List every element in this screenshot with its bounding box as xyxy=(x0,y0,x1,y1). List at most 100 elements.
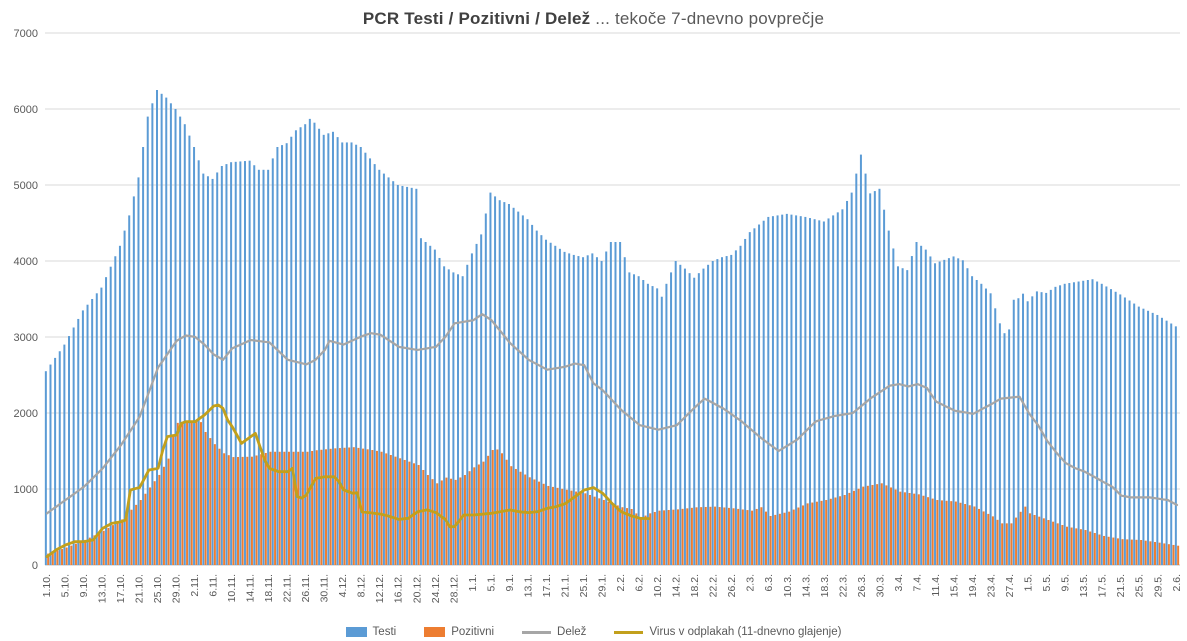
bar-testi xyxy=(795,215,798,565)
bar-testi xyxy=(123,230,126,565)
bar-testi xyxy=(660,296,663,565)
bar-pozitivni xyxy=(176,422,179,565)
bar-pozitivni xyxy=(936,500,939,565)
bar-testi xyxy=(994,308,997,565)
bar-testi xyxy=(109,266,112,565)
bar-pozitivni xyxy=(1052,521,1055,565)
bar-testi xyxy=(257,169,260,566)
bar-pozitivni xyxy=(505,459,508,565)
bar-testi xyxy=(128,215,131,565)
bar-testi xyxy=(1119,294,1122,565)
bar-testi xyxy=(605,251,608,565)
bar-testi xyxy=(1022,293,1025,565)
bar-pozitivni xyxy=(561,488,564,565)
bar-pozitivni xyxy=(538,481,541,565)
bar-testi xyxy=(818,220,821,565)
testi-swatch-icon xyxy=(345,627,367,637)
legend-item-delez[interactable]: Delež xyxy=(522,626,586,638)
bar-pozitivni xyxy=(1010,523,1013,565)
bar-pozitivni xyxy=(107,527,110,565)
x-tick-label: 2.2. xyxy=(615,574,627,592)
legend-item-testi[interactable]: Testi xyxy=(345,626,396,638)
x-tick-label: 9.10. xyxy=(78,574,90,597)
bar-testi xyxy=(966,268,969,565)
x-tick-label: 18.3. xyxy=(819,574,831,597)
x-tick-label: 2.3. xyxy=(745,574,757,592)
bar-pozitivni xyxy=(199,422,202,565)
bar-pozitivni xyxy=(149,487,152,565)
bar-pozitivni xyxy=(167,458,170,565)
bar-pozitivni xyxy=(380,451,383,565)
legend-item-pozitivni[interactable]: Pozitivni xyxy=(424,626,494,638)
bar-testi xyxy=(433,249,436,565)
bar-pozitivni xyxy=(635,513,638,565)
x-tick-label: 21.1. xyxy=(559,574,571,597)
bar-testi xyxy=(1035,291,1038,565)
x-tick-label: 9.5. xyxy=(1060,574,1072,592)
bar-pozitivni xyxy=(1042,518,1045,565)
bar-testi xyxy=(202,173,205,565)
bar-testi xyxy=(174,109,177,565)
x-tick-label: 23.4. xyxy=(986,574,998,597)
bar-pozitivni xyxy=(820,500,823,565)
bar-pozitivni xyxy=(741,509,744,565)
bar-testi xyxy=(929,256,932,565)
bar-testi xyxy=(781,214,784,565)
bar-testi xyxy=(808,218,811,565)
bar-testi xyxy=(595,257,598,565)
bar-pozitivni xyxy=(422,470,425,565)
bar-pozitivni xyxy=(283,451,286,565)
bar-pozitivni xyxy=(84,539,87,565)
bar-testi xyxy=(1165,320,1168,565)
bar-pozitivni xyxy=(1153,541,1156,565)
bar-pozitivni xyxy=(598,498,601,565)
bar-testi xyxy=(526,219,529,565)
legend-item-odplake[interactable]: Virus v odplakah (11-dnevno glajenje) xyxy=(614,626,841,638)
bar-pozitivni xyxy=(144,493,147,565)
bar-testi xyxy=(1059,285,1062,565)
bar-pozitivni xyxy=(287,451,290,565)
x-tick-label: 30.11. xyxy=(319,574,331,602)
bar-testi xyxy=(489,192,492,565)
x-tick-label: 13.1. xyxy=(522,574,534,597)
bar-pozitivni xyxy=(857,488,860,565)
bar-testi xyxy=(702,268,705,565)
bar-pozitivni xyxy=(524,474,527,565)
bar-testi xyxy=(910,256,913,565)
bar-testi xyxy=(577,256,580,565)
x-tick-label: 1.5. xyxy=(1023,574,1035,592)
x-tick-label: 26.11. xyxy=(300,574,312,602)
bar-pozitivni xyxy=(913,493,916,565)
bar-testi xyxy=(572,254,575,566)
bar-pozitivni xyxy=(996,519,999,565)
bar-testi xyxy=(623,257,626,565)
bar-pozitivni xyxy=(315,450,318,565)
bar-pozitivni xyxy=(737,508,740,565)
bar-pozitivni xyxy=(639,517,642,565)
bar-pozitivni xyxy=(894,489,897,565)
bar-testi xyxy=(341,142,344,565)
chart-title-bold: PCR Testi / Pozitivni / Delež xyxy=(362,9,591,28)
bar-pozitivni xyxy=(848,492,851,565)
bar-testi xyxy=(484,213,487,565)
bar-pozitivni xyxy=(1103,535,1106,565)
bar-pozitivni xyxy=(394,456,397,565)
bar-testi xyxy=(1077,281,1080,565)
x-tick-label: 8.12. xyxy=(356,574,368,597)
bar-pozitivni xyxy=(588,495,591,565)
bar-pozitivni xyxy=(607,501,610,565)
bar-pozitivni xyxy=(278,451,281,565)
bar-testi xyxy=(63,344,66,565)
bar-pozitivni xyxy=(528,477,531,565)
bar-testi xyxy=(563,251,566,565)
x-tick-label: 5.1. xyxy=(485,574,497,592)
bar-pozitivni xyxy=(1066,526,1068,565)
x-tick-label: 3.4. xyxy=(893,574,905,592)
bar-pozitivni xyxy=(1061,525,1064,565)
bar-testi xyxy=(169,103,172,566)
bar-pozitivni xyxy=(274,451,277,565)
x-tick-label: 6.2. xyxy=(634,574,646,592)
bar-testi xyxy=(118,245,121,566)
bar-pozitivni xyxy=(125,514,128,565)
